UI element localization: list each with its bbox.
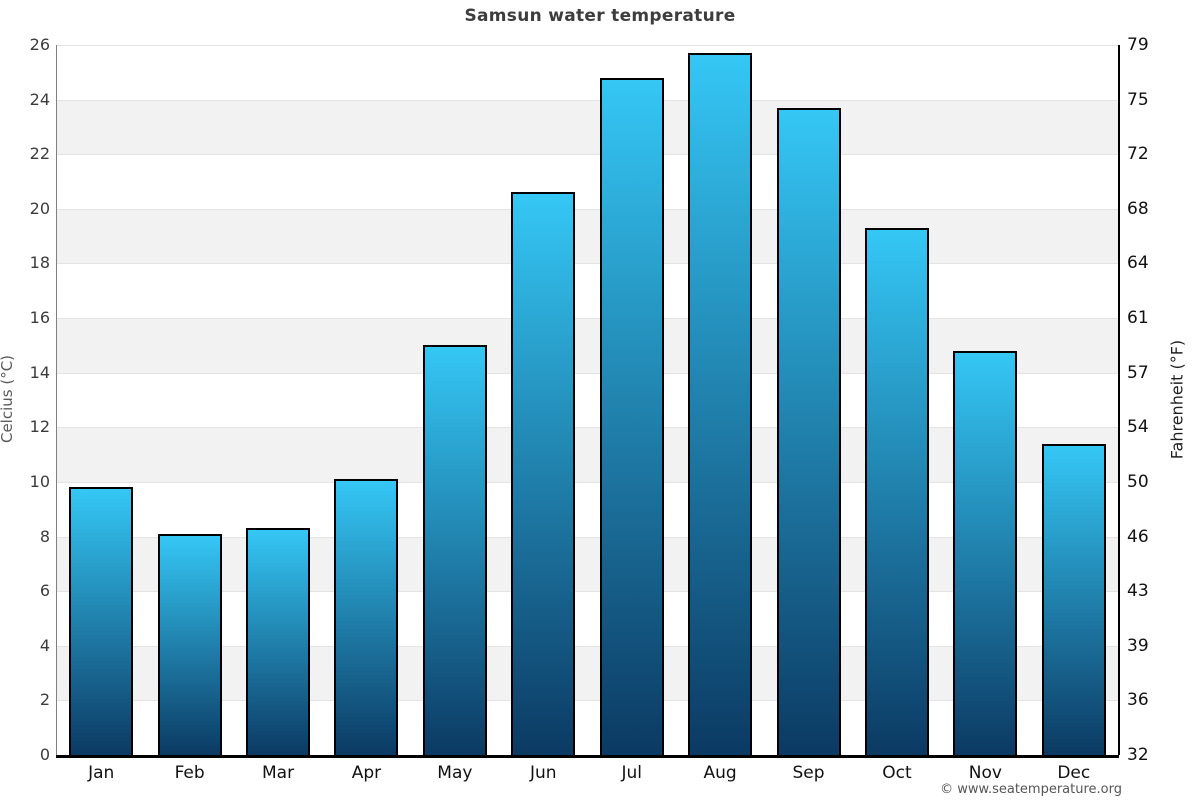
x-tick-dec: Dec [1057, 763, 1091, 783]
grid-band [57, 208, 1118, 264]
y-tick-fahrenheit-64: 64 [1127, 253, 1149, 274]
right-axis-spine [1118, 45, 1120, 755]
bar-may [422, 345, 487, 755]
y-tick-fahrenheit-43: 43 [1127, 581, 1149, 602]
bar-mar [246, 528, 311, 755]
y-tick-fahrenheit-39: 39 [1127, 635, 1149, 656]
grid-band [57, 700, 1118, 755]
bar-jul [599, 77, 664, 755]
grid-band [57, 645, 1118, 701]
y-tick-fahrenheit-54: 54 [1127, 417, 1149, 438]
x-tick-may: May [437, 763, 473, 783]
y-tick-celsius-20: 20 [29, 198, 50, 218]
grid-band [57, 99, 1118, 155]
y-tick-celsius-12: 12 [29, 417, 50, 437]
x-tick-oct: Oct [882, 763, 912, 783]
grid-band [57, 481, 1118, 537]
bar-apr [334, 479, 399, 755]
y-tick-fahrenheit-75: 75 [1127, 89, 1149, 110]
grid-band [57, 372, 1118, 428]
y-tick-celsius-8: 8 [39, 526, 50, 546]
y-tick-fahrenheit-36: 36 [1127, 690, 1149, 711]
plot-area [56, 45, 1120, 758]
grid-band [57, 427, 1118, 482]
bar-nov [953, 350, 1018, 755]
bar-sep [776, 107, 841, 755]
bar-feb [157, 533, 222, 755]
y-tick-celsius-14: 14 [29, 362, 50, 382]
grid-band [57, 591, 1118, 646]
chart-title: Samsun water temperature [464, 6, 736, 26]
y-tick-celsius-26: 26 [29, 35, 50, 54]
y-tick-fahrenheit-61: 61 [1127, 308, 1149, 329]
x-tick-jan: Jan [88, 763, 115, 783]
y-tick-celsius-0: 0 [39, 745, 50, 764]
y-axis-label-celsius: Celcius (°C) [0, 354, 16, 444]
grid-band [57, 45, 1118, 100]
x-tick-aug: Aug [703, 763, 737, 783]
x-tick-mar: Mar [261, 763, 295, 783]
x-axis-baseline [56, 755, 1119, 758]
x-tick-apr: Apr [351, 763, 382, 783]
y-tick-fahrenheit-68: 68 [1127, 198, 1149, 219]
x-tick-sep: Sep [792, 763, 825, 783]
bar-jan [69, 487, 134, 755]
y-tick-celsius-22: 22 [29, 144, 50, 164]
x-tick-nov: Nov [968, 763, 1002, 783]
grid-band [57, 154, 1118, 209]
grid-band [57, 263, 1118, 319]
left-axis-spine [56, 45, 57, 755]
bar-jun [511, 192, 576, 755]
y-tick-fahrenheit-46: 46 [1127, 526, 1149, 547]
y-tick-celsius-18: 18 [29, 253, 50, 273]
y-tick-fahrenheit-79: 79 [1127, 35, 1149, 55]
x-tick-feb: Feb [174, 763, 205, 783]
bar-aug [688, 53, 753, 755]
y-tick-celsius-4: 4 [39, 635, 50, 655]
y-tick-fahrenheit-32: 32 [1127, 745, 1149, 765]
bar-oct [864, 227, 929, 755]
y-tick-celsius-16: 16 [29, 308, 50, 328]
y-tick-celsius-6: 6 [39, 581, 50, 601]
x-tick-jul: Jul [621, 763, 642, 783]
y-tick-fahrenheit-72: 72 [1127, 144, 1149, 165]
y-axis-label-fahrenheit: Fahrenheit (°F) [1167, 339, 1187, 460]
y-tick-celsius-24: 24 [29, 89, 50, 109]
attribution-link[interactable]: © www.seatemperature.org [940, 782, 1122, 797]
x-tick-jun: Jun [530, 763, 557, 783]
y-tick-celsius-10: 10 [29, 471, 50, 491]
grid-band [57, 318, 1118, 373]
y-tick-celsius-2: 2 [39, 690, 50, 710]
y-tick-fahrenheit-57: 57 [1127, 362, 1149, 383]
y-tick-fahrenheit-50: 50 [1127, 471, 1149, 492]
bar-dec [1041, 443, 1106, 755]
grid-band [57, 536, 1118, 592]
